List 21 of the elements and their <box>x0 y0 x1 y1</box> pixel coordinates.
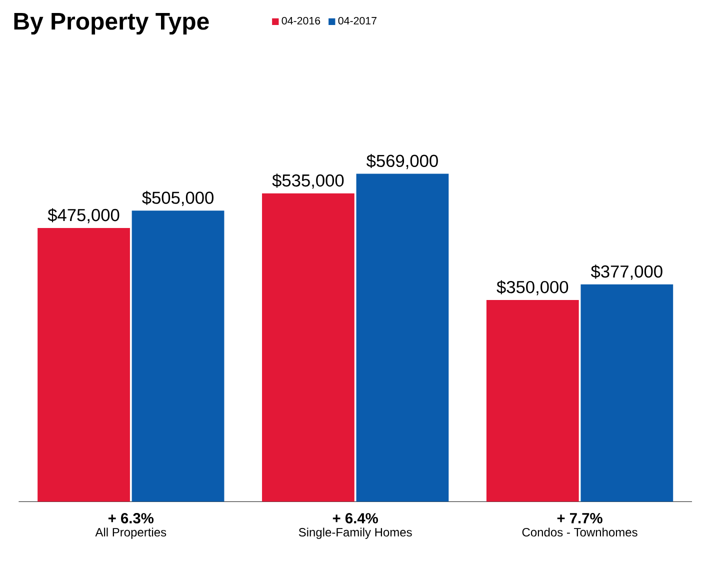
text: + 6.4% <box>332 513 378 524</box>
x-tick-label: Condos - Townhomes <box>522 528 638 537</box>
data-label: $569,000 <box>366 154 438 170</box>
data-label: $475,000 <box>48 208 120 224</box>
bar <box>132 210 224 502</box>
chart-title: By Property Type <box>14 13 209 35</box>
bar <box>580 284 674 502</box>
data-label: $535,000 <box>272 174 344 189</box>
data-label: $505,000 <box>142 190 214 206</box>
bar <box>38 228 130 502</box>
data-label: $350,000 <box>496 280 568 296</box>
data-label: $377,000 <box>590 264 662 280</box>
x-tick-label: Single-Family Homes <box>298 528 412 539</box>
text: + 6.3% <box>108 513 154 524</box>
bar <box>486 300 579 502</box>
legend-label: 04-2017 <box>338 16 376 24</box>
legend-label: 04-2016 <box>282 16 320 24</box>
x-tick-label: All Properties <box>95 528 166 539</box>
bar <box>356 174 449 502</box>
bar <box>262 193 354 502</box>
text: + 7.7% <box>557 513 602 524</box>
